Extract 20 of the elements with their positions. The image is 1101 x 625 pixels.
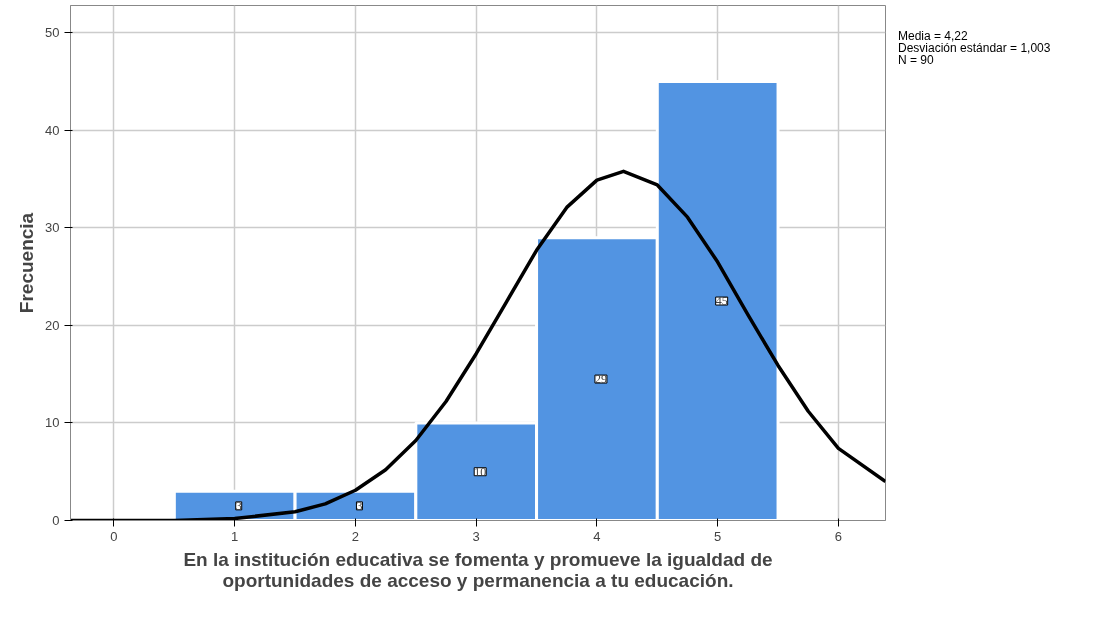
data-label: 3 [356,498,363,513]
x-tick-label: 6 [834,528,843,544]
y-tick-label: 50 [45,25,60,41]
x-tick-label: 5 [714,528,722,544]
y-tick-label: 0 [52,513,60,528]
y-tick-label: 30 [45,220,60,236]
text: N = 90 [898,53,934,67]
text: Desviación estándar = 1,003 [898,41,1051,55]
x-tick-label: 3 [472,528,480,544]
x-tick-label: 0 [110,528,118,544]
data-label: 10 [474,464,487,479]
text: Media = 4,22 [898,29,968,43]
y-tick-label: 40 [45,122,60,138]
x-tick-label: 4 [593,528,601,544]
y-axis-title: Frecuencia [16,212,38,314]
x-axis-title: En la institución educativa se fomenta y promueve la igualdad de oportunidades de acceso y permanencia a tu educación. [183,548,773,591]
x-tick-label: 2 [351,528,360,544]
x-tick-label: 1 [231,528,239,544]
y-tick-label: 10 [45,415,60,431]
y-tick-label: 20 [45,317,60,333]
